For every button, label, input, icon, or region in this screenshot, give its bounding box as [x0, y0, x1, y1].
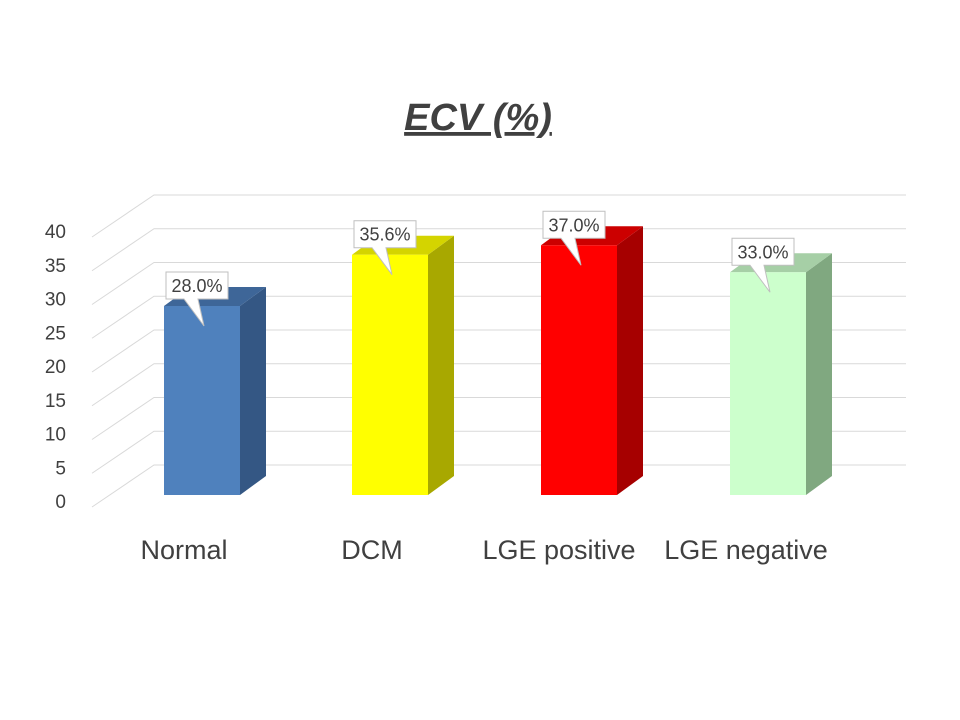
category-label: Normal [140, 535, 227, 565]
gridline [91, 464, 906, 508]
gridline [91, 363, 906, 407]
bar-dcm [352, 235, 454, 495]
bar-front [541, 245, 617, 495]
callout-box [542, 210, 606, 266]
y-axis-ticks: 0 5 10 15 20 25 30 35 40 [45, 222, 66, 513]
bar-side [806, 253, 832, 495]
bar-normal [164, 287, 266, 495]
y-tick-label: 15 [45, 391, 66, 412]
y-tick-label: 5 [55, 458, 66, 479]
y-tick-label: 25 [45, 323, 66, 344]
data-label: 35.6% [353, 220, 417, 275]
callout-box [165, 271, 229, 327]
data-label-text: 33.0% [737, 242, 788, 262]
data-labels: 28.0% 35.6% 37.0% 33.0% [165, 210, 795, 327]
data-label-text: 37.0% [548, 215, 599, 235]
bar-side [617, 226, 643, 495]
bars [164, 226, 832, 495]
data-label: 33.0% [731, 237, 795, 293]
category-label: DCM [341, 535, 403, 565]
chart-title: ECV (%) [404, 97, 552, 139]
bar-lge-negative [730, 253, 832, 495]
callout-box [353, 220, 417, 275]
data-label-text: 35.6% [359, 225, 410, 245]
y-tick-label: 40 [45, 222, 66, 243]
gridlines [91, 194, 906, 508]
gridline [91, 329, 906, 373]
gridline [91, 430, 906, 474]
gridline [91, 262, 906, 305]
y-tick-label: 35 [45, 256, 66, 277]
gridline [91, 295, 906, 339]
y-tick-label: 0 [55, 492, 66, 513]
category-label: LGE positive [482, 535, 635, 565]
data-label-text: 28.0% [171, 276, 222, 296]
bar-lge-positive [541, 226, 643, 495]
category-label: LGE negative [664, 535, 828, 565]
bar-front [730, 272, 806, 495]
y-tick-label: 30 [45, 290, 66, 311]
gridline [91, 194, 906, 238]
y-tick-label: 20 [45, 357, 66, 378]
y-tick-label: 10 [45, 425, 66, 446]
x-axis-categories: Normal DCM LGE positive LGE negative [140, 535, 827, 565]
gridline [91, 228, 906, 272]
data-label: 37.0% [542, 210, 606, 266]
bar-front [352, 254, 428, 495]
bar-side [240, 287, 266, 495]
bar-side [428, 235, 454, 495]
bar-front [164, 306, 240, 495]
gridline [91, 397, 906, 440]
callout-box [731, 237, 795, 293]
data-label: 28.0% [165, 271, 229, 327]
